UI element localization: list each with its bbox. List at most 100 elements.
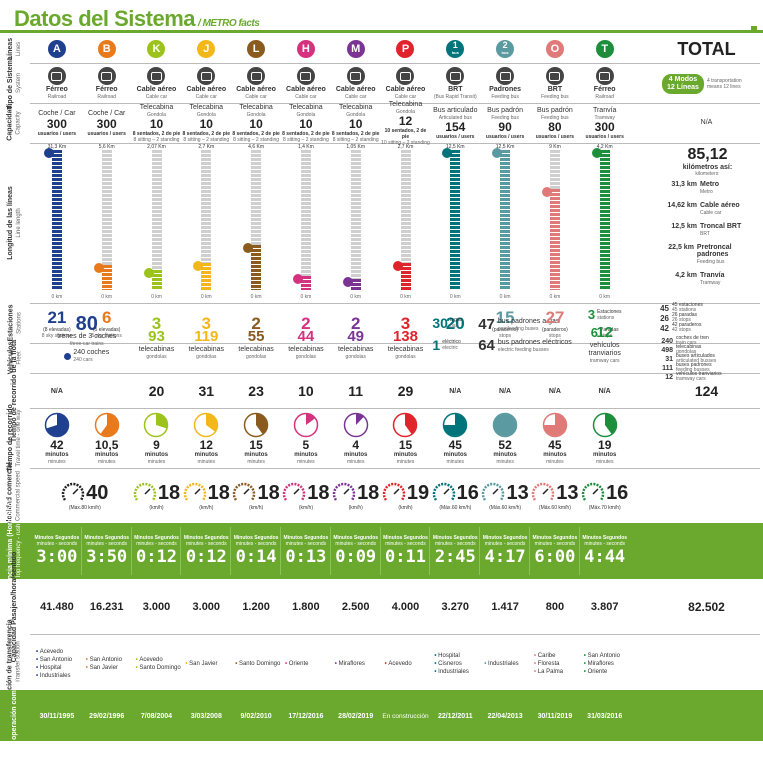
stations-count: 2: [251, 313, 261, 333]
bullet-icon: •: [334, 661, 339, 667]
capacity-unit: 8 sentados, 2 de pie: [331, 130, 380, 137]
vehicles-electric-es: bus padrones eléctricos: [497, 339, 572, 346]
line-badge[interactable]: T: [595, 40, 614, 58]
frequency-head: Minutos Segundos: [283, 535, 329, 541]
line-o-transfer: • Caribe • Floresta • La Palma: [534, 641, 584, 687]
transfer-station-name: Oriente: [288, 661, 309, 667]
line-p-speed: 19 (km/h): [381, 470, 431, 522]
line-2-frequency: Minutos Segundos minutes - seconds 4:17: [480, 530, 530, 572]
length-zero-label: 0 km: [549, 294, 561, 300]
line-badge[interactable]: K: [147, 40, 166, 58]
length-zero-label: 0 km: [300, 294, 312, 300]
stops-desc-en: stops: [600, 332, 612, 339]
line-badge[interactable]: O: [545, 40, 564, 58]
frequency-head-en: minutes - seconds: [584, 541, 625, 547]
speed-unit: (km/h): [398, 505, 413, 511]
system-type: Padrones: [489, 86, 522, 93]
capacity-vehicle: Telecabina: [388, 100, 423, 108]
stops-count: 6: [590, 324, 598, 340]
total-vehicle-count: 12: [665, 373, 673, 381]
line-p-capacity: Telecabina Gondola 12 10 sentados, 2 de pie…: [381, 100, 431, 146]
corner-marker: [751, 26, 757, 32]
total-station-desc: 42 paraderos 42 stops: [672, 323, 701, 333]
capacity-vehicle: Telecabina: [189, 103, 224, 111]
line-badge[interactable]: 2 bus: [496, 40, 515, 58]
total-station-desc-en: 42 stops: [672, 327, 691, 333]
stops-desc: Paradas stops: [600, 327, 619, 339]
total-km-value: 22,5 km: [668, 244, 694, 251]
transfer-list: • Acevedo • Santo Domingo: [136, 656, 186, 672]
line-badge[interactable]: A: [47, 40, 66, 58]
frequency-head-en: minutes - seconds: [484, 541, 526, 547]
vehicle-icon: [197, 67, 216, 85]
frequency-divider: [578, 527, 580, 575]
line-h-system: Cable aéreo Cable car: [281, 65, 331, 102]
bullet-icon: •: [534, 661, 538, 667]
line-1-vehicles: 30 a gas gas 1 eléctrico electric: [432, 314, 482, 369]
total-km-mode-en: Tramway: [700, 280, 721, 286]
capacity-vehicle: Bus padrón: [536, 106, 573, 114]
total-km-mode: Pretroncal padrones Feeding bus: [697, 244, 760, 266]
length-zero-label: 0 km: [599, 294, 611, 300]
length-bar-track: [251, 150, 262, 290]
line-1-badge-cell: 1 bus: [430, 35, 480, 63]
line-badge[interactable]: H: [296, 40, 315, 58]
line-a-system: Férreo Railroad: [32, 65, 82, 102]
system-type: Férreo: [46, 86, 68, 93]
capacity-vehicle: Tranvía: [592, 106, 617, 114]
bullet-icon: •: [36, 673, 40, 679]
vehicles-desc-en: tramway cars: [589, 358, 620, 364]
transfer-station-name: Industriales: [487, 661, 519, 667]
line-a-vehicles: 80 trenes de 3 coches three-car trains 240 …: [42, 305, 132, 373]
capacity-unit: usuarios / users: [436, 133, 475, 140]
length-zero-label: 0 km: [400, 294, 411, 300]
speedometer-icon: [581, 482, 605, 501]
vehicle-icon: [446, 67, 465, 85]
speedometer-icon: [382, 482, 406, 501]
line-badge[interactable]: J: [197, 40, 216, 58]
frequency-head-en: minutes - seconds: [534, 541, 576, 547]
system-type: Férreo: [593, 86, 616, 93]
speedometer: 18: [232, 481, 280, 505]
frequency-head: Minutos Segundos: [84, 535, 130, 541]
capacity-unit: usuarios / users: [87, 130, 126, 137]
stops-row: 6 Paradas stops: [591, 324, 619, 342]
stations-desc-es: Estaciones: [597, 308, 622, 315]
line-a-transfer: • Acevedo • San Antonio • Hospital • Indust…: [36, 641, 86, 687]
bullet-icon: •: [135, 657, 140, 663]
total-km-mode-es: Pretroncal padrones: [696, 244, 732, 258]
length-bar-fill: [101, 264, 112, 290]
total-km-mode: Metro Metro: [700, 181, 719, 196]
capacity-vehicle-en: Gondola: [147, 111, 166, 118]
line-letter: B: [102, 43, 111, 55]
clock-pie-icon: [44, 412, 70, 437]
travel-time-value: 4: [352, 437, 360, 452]
stations-count: 15: [495, 307, 515, 327]
line-badge[interactable]: B: [97, 40, 116, 58]
line-k-system: Cable aéreo Cable car: [132, 65, 182, 102]
capacity-vehicle: Bus padrón: [487, 106, 523, 114]
line-letter: K: [152, 43, 161, 55]
line-badge[interactable]: M: [346, 40, 365, 58]
transfer-station-name: San Javier: [189, 661, 218, 667]
length-top-label: 9 Km: [549, 144, 561, 150]
transfer-station-name: Cisneros: [438, 661, 462, 667]
total-vehicles: 240 coches de tren train cars 498 telecabina…: [655, 335, 760, 382]
capacity-vehicle: Telecabina: [139, 103, 174, 111]
capacity-unit: usuarios / users: [485, 133, 525, 140]
capacity-vehicle-en: Gondola: [246, 111, 266, 118]
line-badge[interactable]: P: [396, 40, 415, 58]
line-badge[interactable]: 1 bus: [446, 40, 465, 58]
line-badge[interactable]: L: [247, 40, 266, 58]
capacity-vehicle: Bus articulado: [433, 106, 478, 114]
capacity-vehicle-en: Gondola: [196, 111, 216, 118]
bullet-icon: •: [235, 661, 239, 667]
total-vehicle-desc-es: coches de tren: [676, 335, 709, 341]
stations-desc: (paraderos): [492, 326, 519, 333]
line-t-speed: 16 (Máx.70 km/h): [580, 470, 630, 522]
line-a-capacity: Coche / Car 300 usuarios / users: [32, 104, 82, 142]
capacity-vehicle-en: Feeding bus: [541, 114, 569, 121]
frequency-value: 3:50: [86, 547, 128, 567]
length-marker: [392, 261, 403, 272]
line-k-capacity: Telecabina Gondola 10 8 sentados, 2 de pie 8…: [132, 103, 182, 143]
